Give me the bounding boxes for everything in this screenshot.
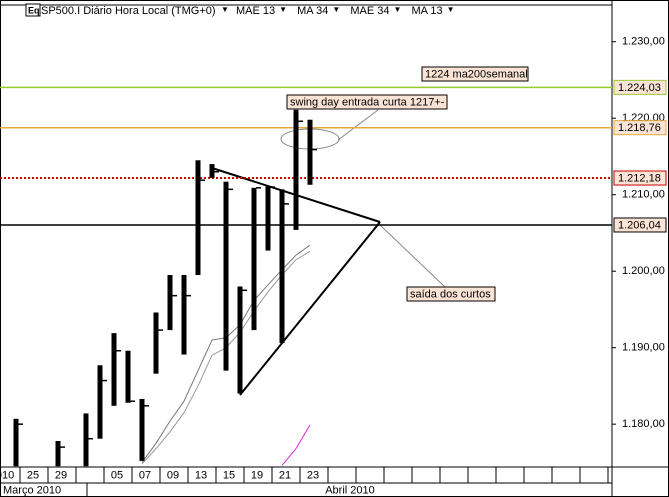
price-bar [125, 350, 131, 403]
price-bar [97, 365, 103, 439]
dropdown-arrow[interactable]: ▼ [221, 5, 229, 14]
price-bar [153, 312, 159, 374]
price-bar [167, 275, 173, 331]
x-tick-label: 15 [223, 469, 235, 481]
level-label: 1.218,76 [618, 122, 661, 134]
price-bar [111, 333, 117, 406]
header: Eq SP500.I Diário Hora Local (TMG+0) ▼ M… [25, 3, 455, 17]
level-label: 1.212,18 [618, 172, 661, 184]
price-bar [13, 418, 19, 467]
note-box [286, 94, 448, 110]
icon[interactable] [25, 3, 41, 17]
dropdown-arrow: ▼ [332, 5, 340, 14]
note: saída dos curtos [410, 288, 491, 300]
dropdown-arrow: ▼ [393, 5, 401, 14]
x-tick-label: 21 [279, 469, 291, 481]
note: 1224 ma200semanal [425, 68, 528, 80]
month-label: Março 2010 [3, 484, 61, 496]
trendline [239, 221, 381, 396]
legend-entry: MA 13 [411, 5, 442, 17]
price-bar [265, 186, 271, 251]
level-label: 1.206,04 [618, 219, 661, 231]
y-tick-label: 1.230,00 [622, 36, 665, 48]
x-tick-label: 09 [167, 469, 179, 481]
level-label-box [613, 79, 667, 95]
price-bar [223, 181, 229, 371]
x-tick-label: 07 [139, 469, 151, 481]
price-bar [195, 160, 201, 276]
price-bar [293, 109, 299, 230]
ma-line [281, 424, 311, 466]
icon-label: Eq [28, 5, 40, 15]
legend-entry: MAE 34 [350, 5, 389, 17]
title: SP500.I Diário Hora Local (TMG+0) [41, 5, 216, 17]
x-tick-label: 010 [0, 469, 14, 481]
callout-line [379, 224, 446, 288]
x-tick-label: 29 [55, 469, 67, 481]
price-bar [279, 189, 285, 344]
y-tick-label: 1.190,00 [622, 342, 665, 354]
dropdown-arrow: ▼ [447, 5, 455, 14]
price-bar [139, 398, 145, 461]
price-bar [251, 187, 257, 331]
price-bar [237, 286, 243, 394]
note-box [406, 286, 496, 302]
x-tick-label: 23 [307, 469, 319, 481]
price-bar [307, 119, 313, 185]
month-label: Abril 2010 [325, 484, 375, 496]
y-tick-label: 1.210,00 [622, 189, 665, 201]
level-label-box [613, 217, 667, 233]
legend-entry: MA 34 [297, 5, 328, 17]
y-tick-label: 1.180,00 [622, 418, 665, 430]
level-label-box [613, 120, 667, 136]
dropdown-arrow: ▼ [279, 5, 287, 14]
price-bar [55, 440, 61, 467]
legend-entry: MAE 13 [236, 5, 275, 17]
x-tick-label: 13 [195, 469, 207, 481]
x-tick-label: 19 [251, 469, 263, 481]
level-label-box [613, 170, 667, 186]
level-label: 1.224,03 [618, 82, 661, 94]
price-bar [209, 164, 215, 178]
x-tick-label: 25 [27, 469, 39, 481]
y-tick-label: 1.200,00 [622, 265, 665, 277]
note-box [421, 66, 529, 82]
price-bar [181, 275, 187, 355]
callout-line [337, 109, 379, 141]
note: swing day entrada curta 1217+- [290, 96, 445, 108]
annotation-shapes: 1224 ma200semanal swing day entrada curt… [211, 66, 529, 396]
price-bar [83, 413, 89, 467]
x-tick-label: 05 [111, 469, 123, 481]
